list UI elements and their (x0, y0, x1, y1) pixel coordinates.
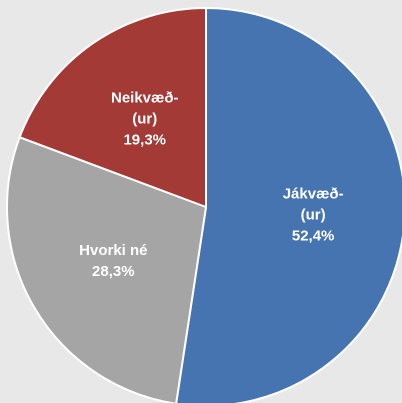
pie-slice (175, 6, 402, 403)
value-label: 19,3% (123, 131, 167, 149)
category-label: Neikvæð-(ur) (110, 89, 179, 128)
category-label: Hvorki né (79, 242, 148, 260)
pie-slice (6, 135, 208, 403)
slice-label: Jákvæð-(ur) 52,4% (273, 184, 353, 247)
slice-label: Hvorki né 28,3% (73, 240, 153, 282)
category-label: Jákvæð-(ur) (282, 185, 344, 224)
pie-slice (18, 6, 207, 209)
slice-label: Neikvæð-(ur) 19,3% (105, 87, 185, 150)
value-label: 52,4% (291, 227, 335, 245)
value-label: 28,3% (92, 263, 135, 281)
